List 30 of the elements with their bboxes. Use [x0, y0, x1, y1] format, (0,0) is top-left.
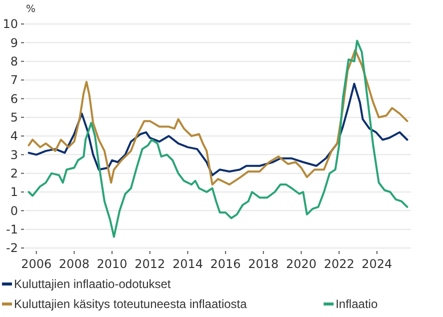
legend-label: Inflaatio [336, 297, 378, 311]
y-tick-label: -2 [6, 241, 18, 256]
y-tick-label: 7 [10, 73, 18, 88]
y-tick-label: -1 [6, 222, 18, 237]
x-tick-label: 2016 [210, 257, 241, 271]
y-tick-label: 8 [10, 54, 18, 69]
x-tick-label: 2020 [286, 257, 317, 271]
y-tick-label: 6 [10, 92, 18, 106]
legend-label: Kuluttajien inflaatio-odotukset [14, 277, 172, 291]
line-series [28, 49, 408, 186]
y-tick-label: 1 [10, 185, 18, 200]
x-tick-label: 2022 [324, 257, 354, 271]
x-tick-label: 2010 [96, 257, 128, 271]
y-tick-label: 10 [2, 17, 18, 32]
y-tick-label: 3 [10, 148, 18, 162]
y-tick-label: 0 [10, 204, 18, 218]
y-tick-label: 9 [10, 36, 18, 50]
x-tick-label: 2008 [58, 257, 90, 271]
y-axis-title: % [26, 4, 36, 15]
x-tick-label: 2006 [21, 257, 52, 271]
y-tick-label: 5 [10, 110, 18, 125]
y-tick-label: 4 [10, 129, 18, 144]
x-tick-label: 2024 [362, 257, 392, 271]
x-tick-label: 2012 [134, 257, 166, 271]
x-tick-label: 2014 [172, 257, 203, 271]
legend-label: Kuluttajien käsitys toteutuneesta inflaatiosta [14, 297, 248, 311]
y-tick-label: 2 [10, 166, 18, 181]
line-series [28, 40, 408, 238]
x-tick-label: 2018 [248, 257, 279, 271]
line-series [28, 82, 408, 176]
